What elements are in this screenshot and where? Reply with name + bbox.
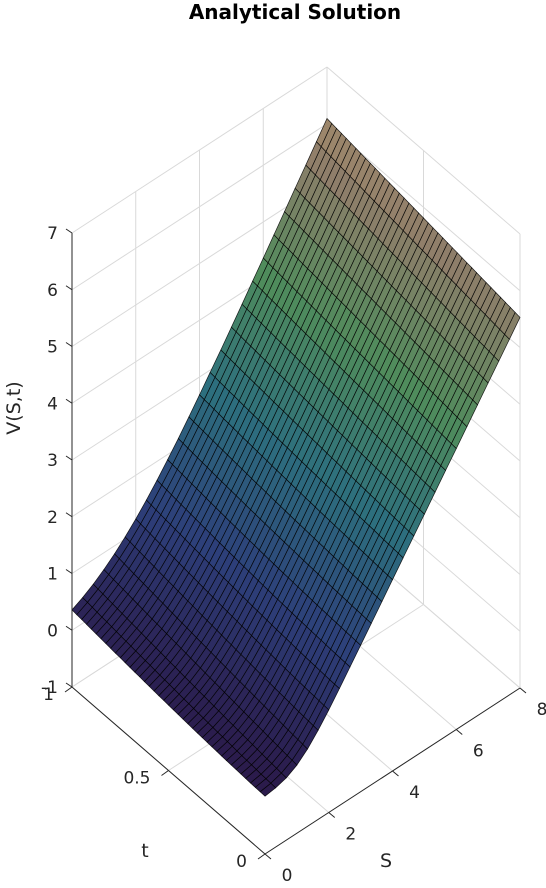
gridline-z-backwall <box>71 66 328 234</box>
s-tick-label: 6 <box>473 742 484 762</box>
z-tick <box>65 228 73 234</box>
t-tick-label: 1 <box>43 685 54 705</box>
gridline-z-backwall <box>71 180 328 347</box>
z-tick <box>65 285 73 291</box>
s-tick-label: 8 <box>537 700 546 720</box>
t-tick-label: 0.5 <box>123 769 150 789</box>
z-tick-label: -1 <box>41 678 58 698</box>
tick-labels: -1 0 1 2 3 4 5 6 7 0 0.5 1 0 2 4 6 8 <box>41 224 546 886</box>
s-tick-label: 0 <box>282 866 293 886</box>
z-tick <box>65 569 73 574</box>
s-tick-label: 4 <box>409 783 420 803</box>
y-axis-title: t <box>141 840 148 862</box>
z-tick-label: 4 <box>47 394 58 414</box>
z-tick-label: 7 <box>47 224 58 244</box>
t-tick <box>64 686 73 693</box>
z-tick-label: 2 <box>47 508 58 528</box>
z-tick-label: 0 <box>47 621 58 641</box>
gridline-z-backwall <box>71 123 328 291</box>
x-axis-title: S <box>380 850 392 872</box>
z-tick-label: 3 <box>47 451 58 471</box>
surface <box>71 117 521 797</box>
surface-patch <box>259 782 277 797</box>
z-tick <box>65 625 73 631</box>
z-tick <box>65 398 73 404</box>
t-tick <box>257 853 266 860</box>
z-tick <box>65 342 73 347</box>
z-tick <box>65 682 73 688</box>
gridline-z-sidewall <box>326 66 521 235</box>
t-tick <box>161 770 169 776</box>
z-tick-label: 5 <box>47 338 58 358</box>
s-tick <box>328 812 336 818</box>
chart-title: Analytical Solution <box>189 0 401 24</box>
z-tick <box>65 455 73 461</box>
s-tick <box>392 770 399 777</box>
z-tick <box>65 512 73 518</box>
s-tick <box>264 853 272 860</box>
axes <box>64 228 527 860</box>
t-tick-label: 0 <box>236 852 247 872</box>
z-axis-title: V(S,t) <box>3 381 25 434</box>
z-tick-label: 1 <box>47 565 58 585</box>
s-tick-label: 2 <box>345 825 356 845</box>
s-tick <box>519 687 527 694</box>
s-tick <box>455 729 463 735</box>
z-tick-label: 6 <box>47 281 58 301</box>
